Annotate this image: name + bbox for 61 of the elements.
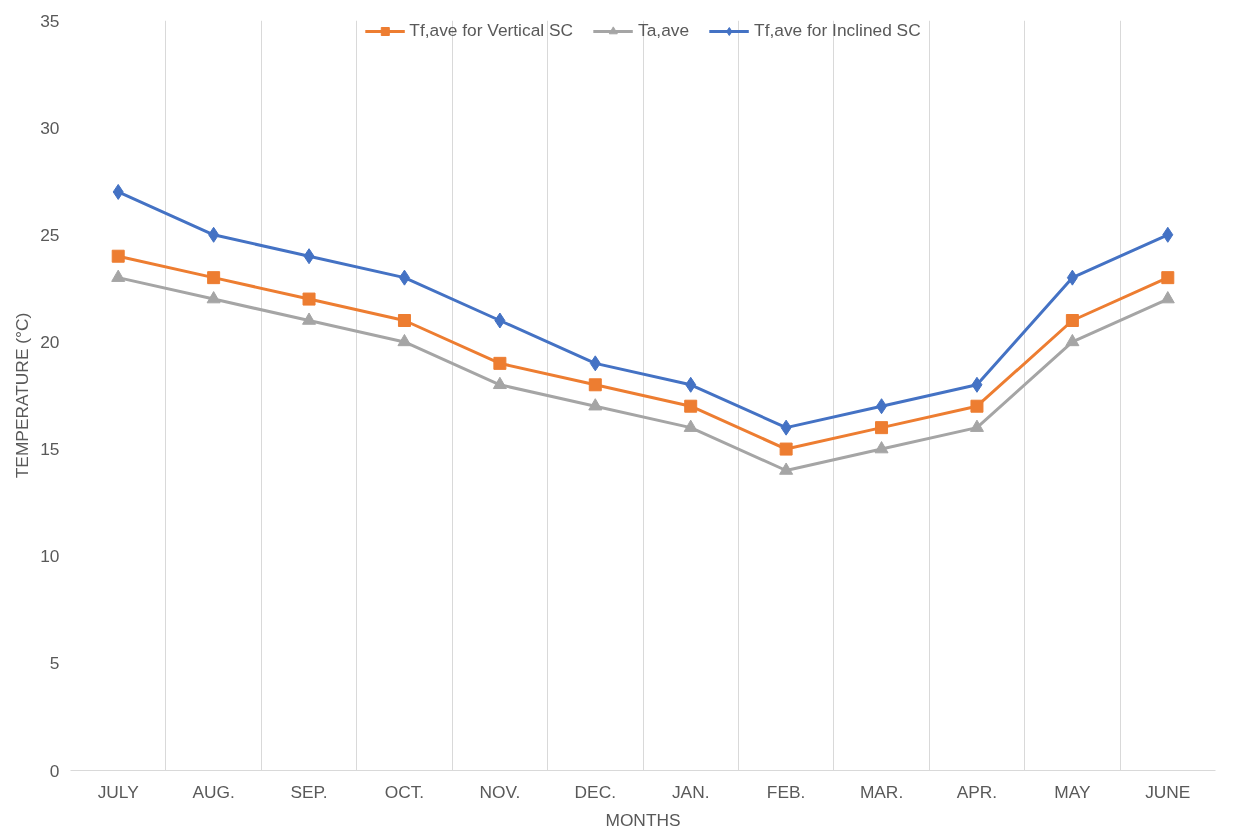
y-tick-label: 15 xyxy=(40,439,60,460)
point xyxy=(1066,269,1078,286)
x-tick-label: AUG. xyxy=(192,781,235,802)
point xyxy=(779,462,794,475)
x-tick-label: MAY xyxy=(1054,781,1091,802)
point xyxy=(302,292,316,306)
point xyxy=(302,312,317,325)
legend-label: Tf,ave for Vertical SC xyxy=(409,20,574,41)
y-tick-label: 10 xyxy=(40,546,60,567)
x-tick-label: NOV. xyxy=(479,781,521,802)
y-tick-label: 35 xyxy=(40,10,60,31)
point xyxy=(970,399,984,413)
y-axis-title: TEMPERATURE (°C) xyxy=(12,312,33,479)
point xyxy=(1065,314,1079,327)
y-tick-label: 0 xyxy=(49,760,60,781)
point xyxy=(1065,333,1080,347)
y-tick-label: 5 xyxy=(49,653,60,674)
point xyxy=(588,378,602,392)
y-tick-label: 30 xyxy=(40,117,60,138)
legend-label: Tf,ave for Inclined SC xyxy=(754,20,921,41)
point xyxy=(1160,291,1175,304)
x-tick-label: APR. xyxy=(956,781,998,802)
point xyxy=(397,314,411,327)
x-tick-label: DEC. xyxy=(574,781,616,802)
point xyxy=(683,419,698,432)
y-tick-label: 20 xyxy=(40,331,60,352)
x-tick-label: JAN. xyxy=(671,781,710,802)
point xyxy=(111,249,125,263)
point xyxy=(969,419,984,432)
point xyxy=(589,355,601,372)
point xyxy=(685,376,697,393)
x-axis-title: MONTHS xyxy=(605,809,681,830)
point xyxy=(1161,271,1175,285)
x-tick-label: MAR. xyxy=(859,781,904,802)
point xyxy=(494,312,506,329)
y-tick-label: 25 xyxy=(40,224,60,245)
point xyxy=(588,398,603,411)
point xyxy=(971,376,983,393)
x-tick-label: SEP. xyxy=(290,781,328,802)
point xyxy=(206,291,221,304)
point xyxy=(111,269,126,282)
point xyxy=(398,269,410,286)
legend-label: Ta,ave xyxy=(638,20,690,41)
point xyxy=(874,441,889,454)
x-tick-label: FEB. xyxy=(766,781,806,802)
point xyxy=(1162,226,1174,243)
point xyxy=(875,421,889,435)
point xyxy=(112,183,124,200)
x-tick-label: JULY xyxy=(97,781,140,802)
point xyxy=(207,271,221,285)
point xyxy=(684,399,698,413)
point xyxy=(397,333,412,347)
point xyxy=(303,248,315,265)
point xyxy=(780,419,792,436)
point xyxy=(876,398,888,415)
x-tick-label: OCT. xyxy=(384,781,425,802)
point xyxy=(208,226,220,243)
point xyxy=(779,442,793,456)
point xyxy=(492,376,507,390)
x-tick-label: JUNE xyxy=(1145,781,1191,802)
point xyxy=(493,356,507,370)
